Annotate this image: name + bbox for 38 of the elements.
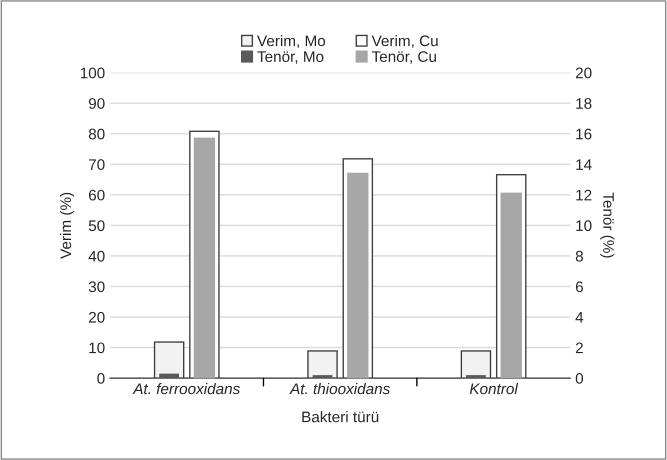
- y2-tick-label: 4: [575, 312, 584, 323]
- y2-tick-label: 8: [576, 250, 583, 262]
- y2-tick-label: 16: [576, 128, 592, 140]
- y-tick-label: 60: [88, 190, 105, 201]
- bar: [154, 341, 184, 378]
- legend-label: Tenör, Mo: [257, 51, 324, 64]
- legend-label: Tenör, Cu: [372, 51, 436, 64]
- bar: [460, 350, 492, 378]
- y-tick-label: 100: [80, 68, 105, 78]
- bar: [307, 350, 338, 378]
- y2-tick-label: 12: [576, 190, 592, 200]
- x-tick-label: At. ferrooxidans: [132, 382, 240, 394]
- bar: [312, 375, 332, 378]
- y2-tick-label: 10: [576, 220, 592, 232]
- y-axis-title: Verim (%): [60, 192, 74, 259]
- y2-tick-label: 2: [576, 342, 583, 354]
- y2-tick-label: 0: [576, 372, 584, 384]
- y2-axis-title: Tenör (%): [600, 192, 614, 258]
- x-tick-label: At. thiooxidans: [289, 382, 390, 394]
- y-tick-label: 10: [89, 342, 105, 354]
- x-tick-label: Kontrol: [470, 382, 518, 394]
- y2-tick-label: 6: [576, 281, 583, 292]
- y-tick-label: 70: [88, 159, 105, 170]
- legend-label: Verim, Cu: [372, 35, 438, 48]
- x-axis-title: Bakteri türü: [302, 411, 378, 422]
- bar: [466, 375, 486, 378]
- y-tick-label: 40: [88, 250, 105, 262]
- legend-label: Verim, Mo: [257, 35, 326, 48]
- y-tick-label: 90: [88, 98, 105, 109]
- y-tick-label: 30: [88, 281, 105, 292]
- y2-tick-label: 18: [576, 98, 592, 109]
- y-tick-label: 0: [97, 372, 105, 384]
- y2-tick-label: 14: [576, 159, 592, 170]
- bar: [159, 374, 180, 378]
- y-tick-label: 20: [88, 312, 105, 323]
- y-tick-label: 80: [88, 128, 105, 140]
- y-tick-label: 50: [88, 220, 105, 232]
- y2-tick-label: 20: [576, 68, 592, 78]
